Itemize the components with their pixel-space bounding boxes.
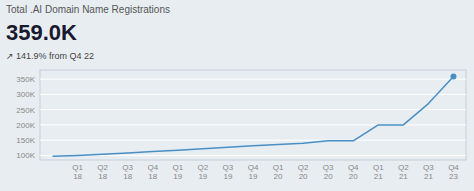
x-tick-label-line: 21	[399, 172, 408, 181]
grid-line	[40, 79, 466, 80]
x-tick-label-line: Q3	[122, 163, 133, 172]
x-tick-label: Q319	[223, 163, 234, 181]
x-tick-label: Q320	[323, 163, 334, 181]
x-tick-label-line: Q1	[273, 163, 284, 172]
x-tick-label-line: Q1	[72, 163, 83, 172]
x-tick-label-line: 19	[223, 172, 232, 181]
grid-line	[40, 155, 466, 156]
y-tick-label: 300K	[16, 90, 35, 99]
x-tick-label-line: 18	[123, 172, 132, 181]
x-tick-label-line: Q4	[147, 163, 158, 172]
grid-line	[40, 140, 466, 141]
background	[0, 0, 474, 191]
x-tick-label: Q321	[423, 163, 434, 181]
title: Total .AI Domain Name Registrations	[6, 4, 170, 15]
x-tick-label: Q221	[398, 163, 409, 181]
y-tick-label: 100K	[16, 151, 35, 160]
change-text: ↗ 141.9% from Q4 22	[6, 51, 94, 61]
x-tick-label: Q419	[248, 163, 259, 181]
x-tick-label-line: 18	[73, 172, 82, 181]
chart: Total .AI Domain Name Registrations 359.0…	[0, 0, 474, 191]
x-tick-label: Q119	[172, 163, 183, 181]
x-tick-label: Q121	[373, 163, 384, 181]
x-tick-label-line: 18	[98, 172, 107, 181]
x-tick-label-line: 19	[198, 172, 207, 181]
grid-line	[40, 109, 466, 110]
plot-frame	[40, 70, 466, 160]
x-tick-label-line: Q3	[323, 163, 334, 172]
x-tick-label-line: Q2	[198, 163, 209, 172]
y-tick-label: 150K	[16, 136, 35, 145]
plot-area	[53, 73, 457, 156]
x-tick-label-line: 18	[148, 172, 157, 181]
big-number: 359.0K	[6, 20, 77, 45]
x-tick-label: Q220	[298, 163, 309, 181]
line	[53, 76, 454, 156]
x-tick-label-line: 20	[349, 172, 358, 181]
x-tick-label: Q423	[448, 163, 459, 181]
x-tick-label-line: 19	[249, 172, 258, 181]
last-point	[450, 73, 456, 79]
x-tick-label: Q120	[273, 163, 284, 181]
x-tick-label-line: Q3	[223, 163, 234, 172]
x-tick-label-line: 19	[173, 172, 182, 181]
y-tick-label: 200K	[16, 121, 35, 130]
x-tick-label-line: 23	[449, 172, 458, 181]
x-tick-label: Q218	[97, 163, 108, 181]
x-tick-label: Q418	[147, 163, 158, 181]
y-tick-label: 250K	[16, 106, 35, 115]
x-tick-label-line: Q3	[423, 163, 434, 172]
x-tick-label-line: 20	[274, 172, 283, 181]
x-tick-label-line: Q4	[248, 163, 259, 172]
grid-line	[40, 94, 466, 95]
x-tick-label: Q219	[198, 163, 209, 181]
x-tick-label-line: Q1	[373, 163, 384, 172]
x-tick-label-line: Q4	[448, 163, 459, 172]
x-tick-label: Q118	[72, 163, 83, 181]
x-tick-label: Q318	[122, 163, 133, 181]
y-tick-label: 350K	[16, 75, 35, 84]
x-tick-label-line: 21	[424, 172, 433, 181]
x-tick-label-line: Q1	[172, 163, 183, 172]
x-tick-label-line: 20	[324, 172, 333, 181]
x-tick-label-line: Q4	[348, 163, 359, 172]
x-tick-label-line: Q2	[97, 163, 108, 172]
x-tick-label: Q420	[348, 163, 359, 181]
x-tick-label-line: Q2	[398, 163, 409, 172]
x-tick-label-line: 21	[374, 172, 383, 181]
x-tick-label-line: 20	[299, 172, 308, 181]
x-tick-label-line: Q2	[298, 163, 309, 172]
